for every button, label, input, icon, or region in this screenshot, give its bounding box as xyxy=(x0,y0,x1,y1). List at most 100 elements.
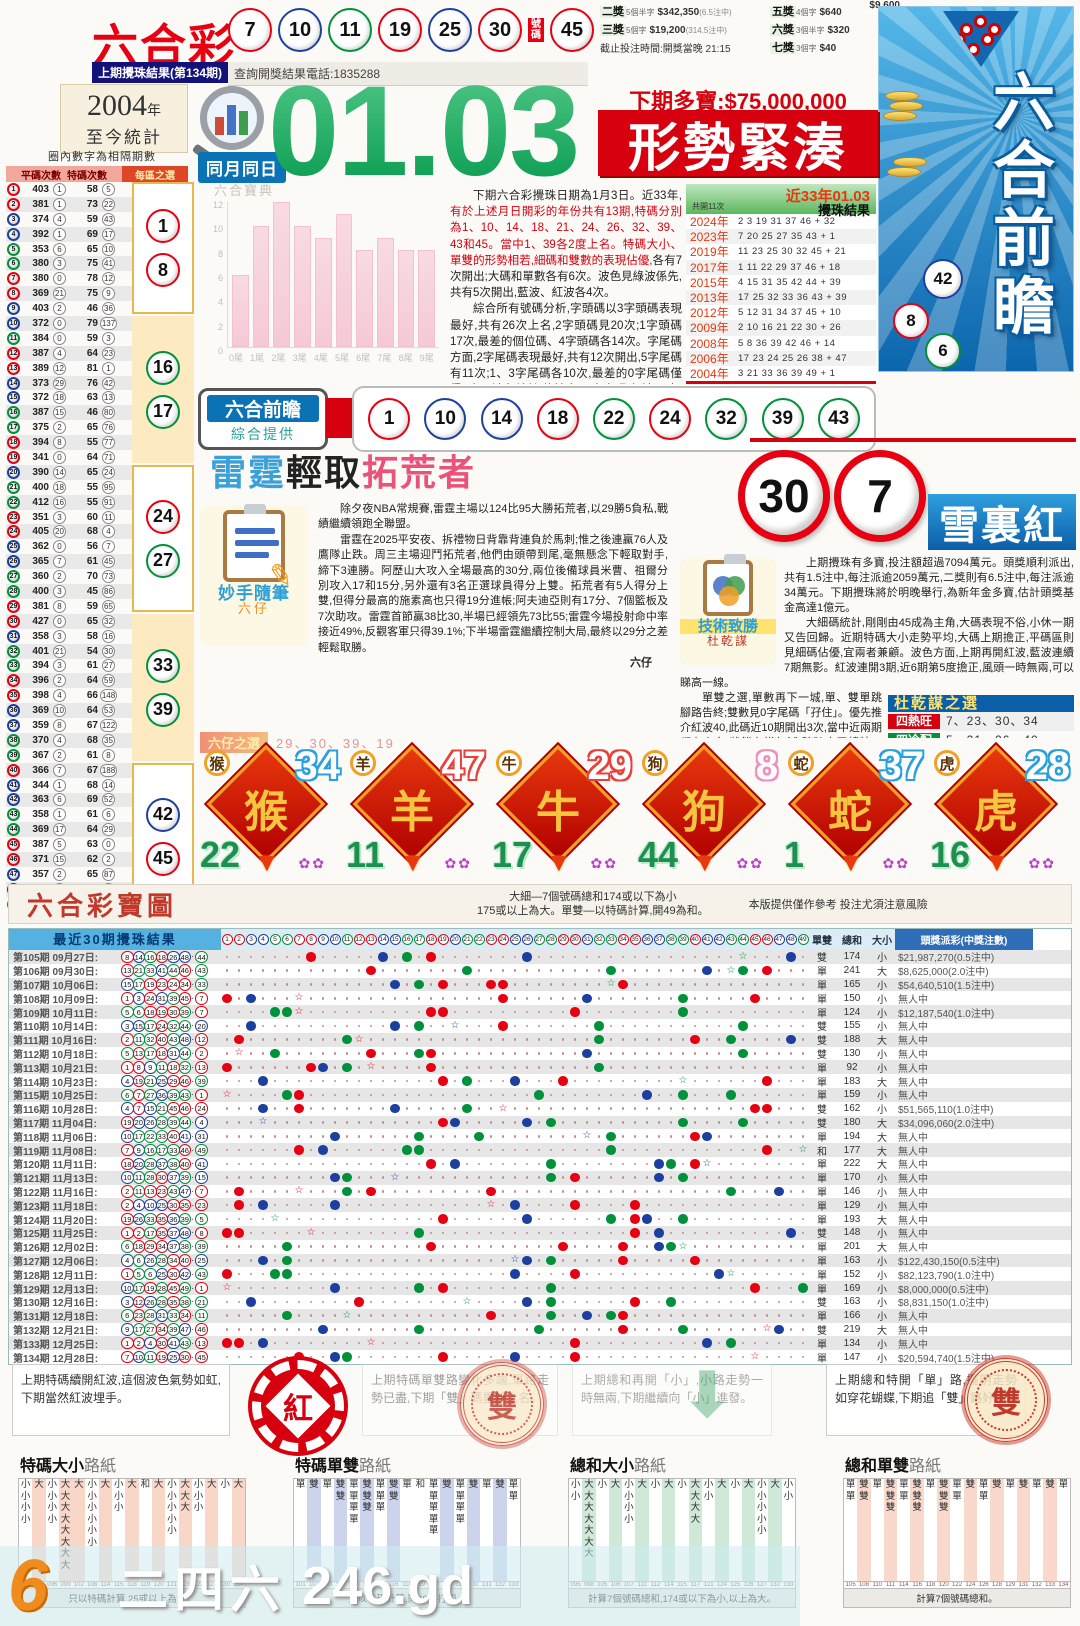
grid-cell xyxy=(701,1227,713,1239)
issue-date: 第116期 10月28日: xyxy=(13,1105,98,1117)
road-mark: 單 xyxy=(899,1479,909,1490)
grid-cell xyxy=(581,1034,593,1046)
road-column: 單 xyxy=(871,1479,884,1581)
grid-cell xyxy=(257,1061,269,1073)
grid-cell xyxy=(257,978,269,990)
drawn-numbers: 8 14 16 18 26 48 · 44 xyxy=(121,950,221,964)
grid-dot xyxy=(609,1162,613,1166)
grid-cell xyxy=(497,1116,509,1128)
special-number: 5 xyxy=(195,1212,208,1226)
grid-dot xyxy=(453,1052,457,1055)
grid-cell xyxy=(245,1158,257,1170)
x-tick-label: 9尾 xyxy=(419,353,434,363)
grid-cell xyxy=(797,1158,809,1170)
grid-dot xyxy=(369,1010,373,1014)
tema-count: 46 xyxy=(86,407,98,419)
grid-cell xyxy=(797,1254,809,1266)
grid-cell xyxy=(773,1075,785,1087)
grid-dot xyxy=(249,1135,253,1138)
grid-dot xyxy=(429,1259,433,1262)
gap-circle: 14 xyxy=(102,778,115,792)
grid-cell xyxy=(713,1227,725,1239)
drawn-numbers: 13 21 33 41 44 46 · 43 xyxy=(121,964,221,977)
drawn-number: 18 xyxy=(121,1157,134,1171)
grid-dot xyxy=(405,969,409,972)
grid-cell xyxy=(629,1282,641,1294)
grid-cell xyxy=(245,1061,257,1073)
grid-dot xyxy=(525,1245,529,1248)
grid-cell xyxy=(545,965,557,977)
grid-ball xyxy=(330,1352,340,1362)
grid-dot xyxy=(597,1341,601,1345)
grid-cell xyxy=(425,1103,437,1115)
tema-count: 55 xyxy=(86,437,98,449)
separator: · xyxy=(191,1268,195,1280)
grid-dot xyxy=(393,955,397,959)
grid-col-number: 46 xyxy=(761,934,773,945)
grid-dot xyxy=(597,1121,601,1124)
lottery-ball-10: 10 xyxy=(424,398,467,440)
red-chip-stamp: 紅 xyxy=(252,1360,344,1452)
grid-cell xyxy=(293,1172,305,1184)
grid-cell xyxy=(581,1323,593,1335)
position-grid: ☆ xyxy=(221,1075,809,1087)
grid-dot xyxy=(477,1272,481,1276)
grid-cell xyxy=(353,1103,365,1115)
grid-cell xyxy=(509,1020,521,1032)
columnist-name: 六仔 xyxy=(237,601,270,617)
grid-col-number: 24 xyxy=(497,934,509,945)
grid-dot xyxy=(561,1038,565,1041)
chart-bar-icon xyxy=(227,105,236,135)
grid-cell xyxy=(533,992,545,1004)
grid-cell xyxy=(677,1185,689,1197)
zodiac-animal-badge: 蛇 xyxy=(788,750,814,776)
drawn-number: 39 xyxy=(167,1323,180,1336)
grid-cell xyxy=(377,1089,389,1101)
grid-dot xyxy=(237,1245,241,1248)
grid-ball xyxy=(570,1172,580,1183)
grid-dot xyxy=(225,1217,229,1221)
separator: · xyxy=(191,1213,195,1225)
total: 152 xyxy=(843,1268,861,1280)
grid-cell xyxy=(269,1034,281,1046)
grid-dot xyxy=(453,1245,457,1248)
road-mark: 大 xyxy=(180,1502,190,1513)
grid-dot xyxy=(729,1121,733,1124)
grid-dot xyxy=(777,1010,781,1014)
grid-cell xyxy=(257,1075,269,1087)
x-tick-label: 4尾 xyxy=(313,353,328,363)
grid-dot xyxy=(669,1203,673,1207)
grid-ball xyxy=(414,1021,424,1031)
grid-cell xyxy=(593,1158,605,1170)
grid-cell: ☆ xyxy=(725,1268,737,1280)
grid-cell xyxy=(629,951,641,963)
grid-cell xyxy=(509,1103,521,1115)
issue-date: 第105期 09月27日: xyxy=(13,953,99,965)
grid-cell: ☆ xyxy=(305,1227,317,1239)
road-mark: 雙 xyxy=(388,1479,399,1490)
grid-dot xyxy=(693,1107,697,1110)
grid-cell xyxy=(737,1047,749,1059)
grid-cell xyxy=(689,1061,701,1073)
grid-dot xyxy=(777,997,781,1000)
grid-cell xyxy=(317,992,329,1004)
grid-cell xyxy=(629,965,641,977)
drawn-number: 9 xyxy=(132,1143,145,1157)
watermark-six-logo: 6 xyxy=(8,1546,49,1626)
grid-cell xyxy=(761,1006,773,1018)
grid-ball xyxy=(426,1062,436,1073)
grid-dot xyxy=(585,1148,589,1152)
road-mark: 小 xyxy=(783,1479,794,1490)
grid-dot xyxy=(549,1355,553,1359)
chart-bar-icon xyxy=(215,117,224,135)
grid-cell xyxy=(413,1351,425,1363)
grid-cell xyxy=(665,951,677,963)
grid-dot xyxy=(237,1259,241,1262)
tema-count: 67 xyxy=(86,720,98,731)
grid-col-46: 46 xyxy=(761,934,773,945)
grid-cell xyxy=(653,978,665,990)
grid-dot xyxy=(765,997,769,1000)
tema-count: 65 xyxy=(86,615,98,627)
lottery-ball-32: 32 xyxy=(7,644,20,658)
grid-cell xyxy=(797,965,809,977)
